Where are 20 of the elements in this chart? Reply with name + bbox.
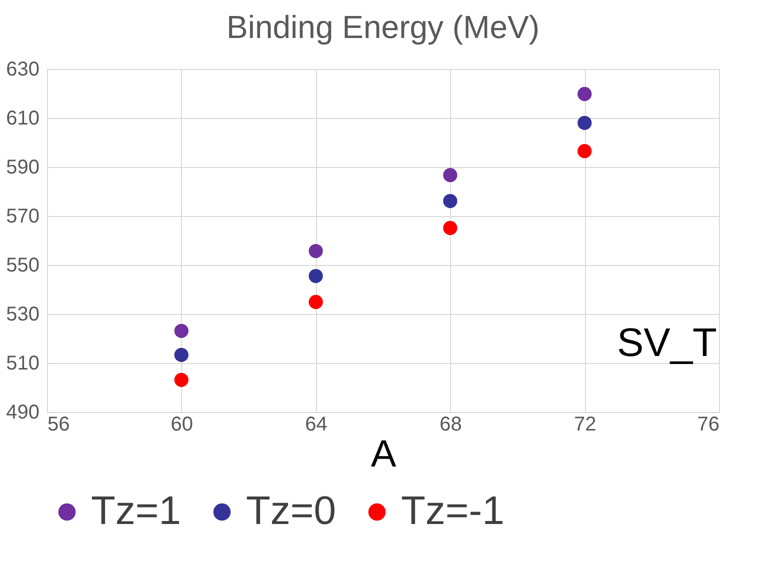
chart-title: Binding Energy (MeV) [226,9,540,45]
y-tick-label: 590 [6,156,40,178]
x-tick-label: 56 [48,414,70,436]
y-tick-label: 550 [6,254,40,276]
y-tick-label: 630 [6,58,40,80]
x-tick-label: 68 [440,414,462,436]
y-tick-label: 510 [6,352,40,374]
x-tick-label: 60 [170,414,194,436]
y-tick-label: 570 [6,206,40,228]
y-tick-label: 530 [6,304,40,326]
legend-label: Tz=0 [246,489,336,533]
x-tick-label: 64 [305,414,328,436]
y-tick-label: 490 [6,402,40,424]
annotation: SV_T [616,321,717,365]
x-axis-title: A [370,434,397,476]
legend-label: Tz=-1 [401,489,504,533]
legend-label: Tz=1 [91,489,182,533]
x-tick-label: 72 [574,414,596,436]
x-tick-label: 76 [697,414,720,436]
y-tick-label: 610 [6,108,40,130]
